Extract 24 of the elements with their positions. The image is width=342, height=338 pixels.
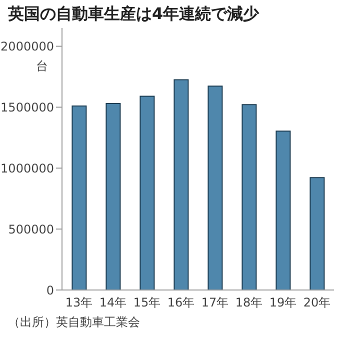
x-tick-label: 20年	[303, 296, 331, 310]
x-tick-label: 17年	[201, 296, 229, 310]
x-tick-label: 16年	[167, 296, 195, 310]
text: （出所）英自動車工業会	[8, 314, 140, 331]
y-tick-label: 500000	[8, 222, 54, 236]
y-tick-label: 0	[46, 283, 54, 298]
y-axis-title: 台	[36, 58, 48, 75]
chart-title: 英国の自動車生産は4年連続で減少	[8, 4, 260, 25]
y-tick-label: 2000000	[0, 40, 54, 54]
x-tick-label: 14年	[99, 296, 127, 310]
bar	[106, 103, 121, 290]
y-tick-label: 1000000	[0, 161, 54, 176]
y-tick-label: 1500000	[0, 100, 54, 114]
bar	[174, 79, 189, 290]
bar	[276, 130, 291, 290]
bar	[208, 86, 223, 290]
bar	[140, 96, 155, 290]
x-tick-label: 19年	[269, 296, 297, 310]
x-tick-label: 13年	[65, 296, 93, 310]
bar	[72, 105, 87, 290]
x-tick-label: 15年	[133, 296, 161, 310]
x-tick-label: 18年	[235, 296, 263, 310]
bar	[310, 177, 325, 290]
bar	[242, 104, 257, 290]
